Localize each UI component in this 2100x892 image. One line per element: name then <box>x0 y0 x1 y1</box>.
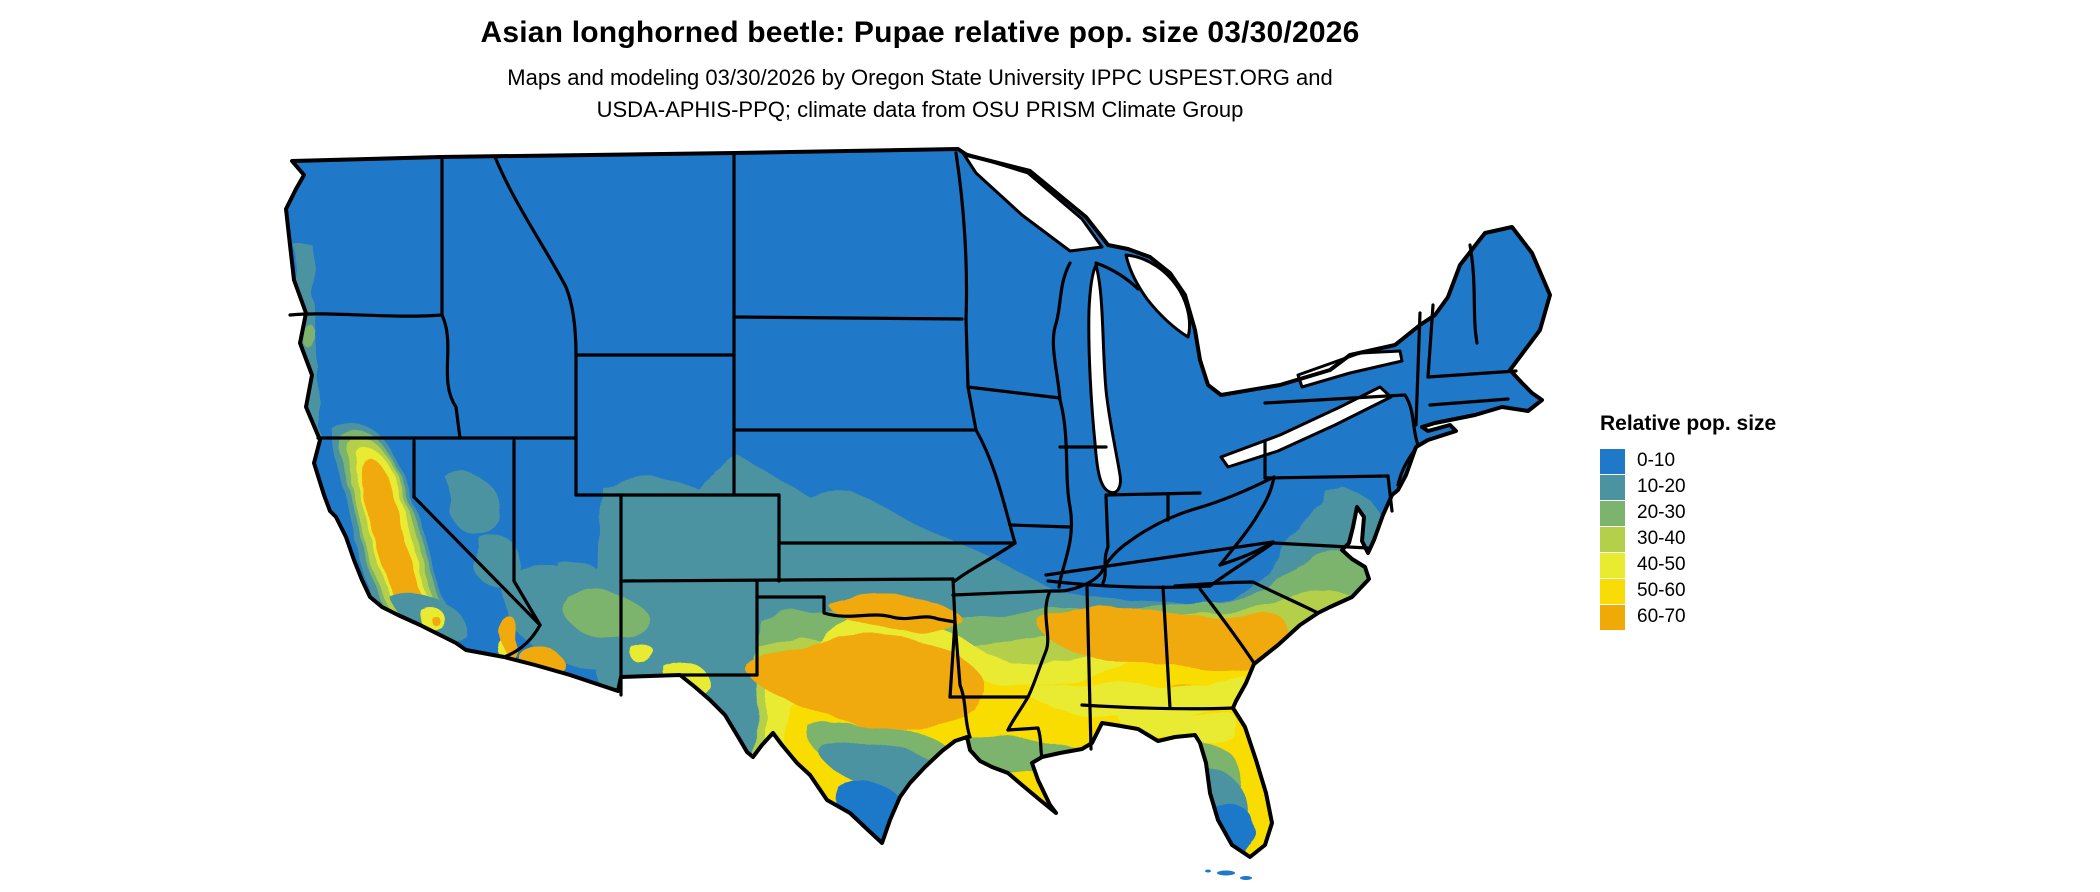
legend-label: 10-20 <box>1637 476 1686 497</box>
legend-swatch <box>1600 604 1625 630</box>
legend-label: 30-40 <box>1637 528 1686 549</box>
page-title: Asian longhorned beetle: Pupae relative … <box>480 16 1360 49</box>
legend-swatch <box>1600 448 1625 474</box>
legend-label: 50-60 <box>1637 580 1686 601</box>
lake-huron <box>1124 253 1192 339</box>
legend-swatch <box>1600 474 1625 500</box>
legend-label: 0-10 <box>1637 450 1676 471</box>
legend-row: 40-50 <box>1600 552 1776 578</box>
us-outline <box>284 147 1552 859</box>
subtitle-line-1: Maps and modeling 03/30/2026 by Oregon S… <box>507 65 1333 90</box>
state-boundaries <box>288 151 1518 759</box>
legend-row: 50-60 <box>1600 578 1776 604</box>
legend-swatch <box>1600 526 1625 552</box>
legend-items: 0-10 10-20 20-30 30-40 40-50 50-60 60-70 <box>1600 448 1776 630</box>
legend-label: 60-70 <box>1637 606 1686 627</box>
legend-title: Relative pop. size <box>1600 412 1777 435</box>
subtitle-line-2: USDA-APHIS-PPQ; climate data from OSU PR… <box>596 96 1244 122</box>
legend-swatch <box>1600 552 1625 578</box>
legend-row: 0-10 <box>1600 448 1776 474</box>
legend-swatch <box>1600 578 1625 604</box>
florida-keys <box>1205 869 1252 880</box>
legend-label: 40-50 <box>1637 554 1686 575</box>
legend: Relative pop. size 0-10 10-20 20-30 30-40 40… <box>1600 412 1776 630</box>
legend-row: 30-40 <box>1600 526 1776 552</box>
us-map-svg <box>284 147 1552 880</box>
lake-michigan <box>1087 263 1122 495</box>
legend-row: 60-70 <box>1600 604 1776 630</box>
legend-label: 20-30 <box>1637 502 1686 523</box>
legend-row: 20-30 <box>1600 500 1776 526</box>
legend-row: 10-20 <box>1600 474 1776 500</box>
page-subtitle: Maps and modeling 03/30/2026 by Oregon S… <box>0 62 1840 126</box>
legend-swatch <box>1600 500 1625 526</box>
map-west-patches <box>294 245 783 698</box>
lake-superior <box>961 151 1104 253</box>
us-population-map <box>270 145 1570 890</box>
